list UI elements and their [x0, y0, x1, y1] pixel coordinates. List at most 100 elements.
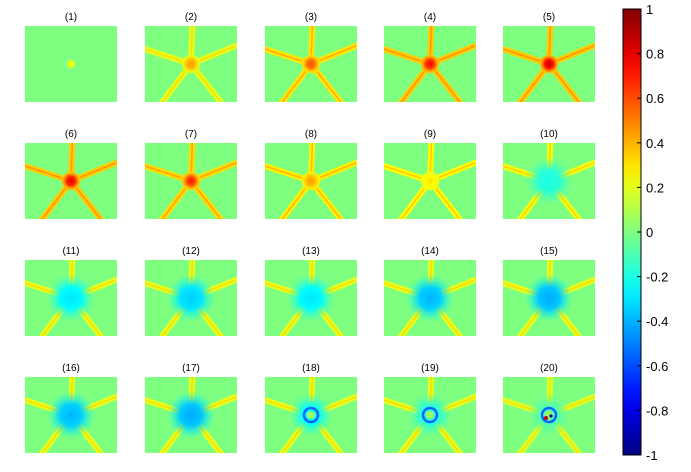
star-arm-edge: [145, 48, 183, 62]
star-arm-edge: [384, 165, 422, 179]
panel-11: (11): [25, 246, 117, 336]
star-arm-edge: [503, 48, 541, 62]
panel-title: (13): [302, 246, 320, 257]
star-arm-edge: [196, 71, 222, 102]
star-arm-edge: [554, 71, 580, 102]
colorbar-tick-label: -0.6: [646, 359, 668, 374]
center-blob: [287, 274, 335, 322]
star-arm-edge: [145, 165, 183, 179]
panel-title: (2): [185, 12, 197, 23]
colorbar-tick-label: -0.8: [646, 403, 668, 418]
star-arm-edge: [557, 45, 595, 62]
center-blob: [420, 171, 440, 191]
center-blob: [47, 391, 95, 439]
panel-3: (3): [265, 12, 357, 102]
star-arm-edge: [316, 188, 342, 219]
colorbar-tick-label: 0.6: [646, 91, 664, 106]
star-arm-edge: [319, 162, 357, 179]
core-spot-blue: [549, 414, 553, 418]
panel-6: (6): [25, 129, 117, 219]
star-arm-edge: [384, 48, 422, 62]
panel-18: (18): [265, 363, 357, 453]
star-arm-edge: [435, 71, 461, 102]
star-arm-edge: [190, 143, 194, 172]
star-arm-edge: [70, 143, 74, 172]
panel-8: (8): [265, 129, 357, 219]
star-arm-edge: [519, 71, 544, 102]
panel-title: (12): [182, 246, 200, 257]
panel-20: (20): [503, 363, 595, 453]
star-arm-edge: [438, 45, 476, 62]
panel-grid: (1) (2) (3) (4) (5) (6) (7) (8) (9) (10) (11) (12) (…: [25, 12, 595, 453]
panel-title: (19): [421, 363, 439, 374]
star-arm-edge: [199, 162, 237, 179]
star-arm-edge: [265, 48, 303, 62]
center-blob: [525, 157, 573, 205]
colorbar-tick-label: -0.2: [646, 270, 668, 285]
panel-title: (11): [62, 246, 79, 257]
center-blob: [61, 171, 81, 191]
colorbar-tick-label: 0: [646, 225, 653, 240]
panel-7: (7): [145, 129, 237, 219]
colorbar-tick-label: -1: [646, 448, 658, 463]
colorbar-tick-label: 0.4: [646, 136, 664, 151]
core-spot-red: [544, 416, 548, 420]
colorbar: 1 0.8 0.6 0.4 0.2 0 -0.2 -0.4 -0.6 -0.8 -1: [622, 2, 668, 463]
panel-5: (5): [503, 12, 595, 102]
star-arm-edge: [429, 143, 433, 172]
star-arm-edge: [161, 71, 186, 102]
star-arm-edge: [438, 162, 476, 179]
panel-title: (4): [424, 12, 436, 23]
star-arm-edge: [429, 26, 433, 55]
panel-4: (4): [384, 12, 476, 102]
panel-title: (15): [540, 246, 558, 257]
panel-title: (16): [62, 363, 80, 374]
panel-title: (3): [305, 12, 317, 23]
star-arm-edge: [319, 45, 357, 62]
star-arm-edge: [310, 26, 314, 55]
star-arm-edge: [190, 26, 194, 55]
panel-10: (10): [503, 129, 595, 219]
star-arm-edge: [310, 143, 314, 172]
center-blob: [301, 54, 321, 74]
center-blob: [66, 59, 76, 69]
panel-title: (8): [305, 129, 317, 140]
panel-15: (15): [503, 246, 595, 336]
star-arm-edge: [400, 71, 425, 102]
panel-title: (20): [540, 363, 558, 374]
panel-title: (10): [540, 129, 558, 140]
star-arm-edge: [196, 188, 222, 219]
star-arm-edge: [548, 26, 552, 55]
colorbar-tick-label: -0.4: [646, 314, 668, 329]
panel-17: (17): [145, 363, 237, 453]
center-blob: [420, 54, 440, 74]
ring-core: [307, 411, 315, 419]
colorbar-tick-label: 0.8: [646, 47, 664, 62]
star-arm-edge: [79, 162, 117, 179]
panel-1: (1): [25, 12, 117, 102]
panel-title: (17): [182, 363, 200, 374]
center-blob: [47, 274, 95, 322]
panel-14: (14): [384, 246, 476, 336]
star-arm-edge: [199, 45, 237, 62]
colorbar-tick-label: 0.2: [646, 180, 664, 195]
center-blob: [301, 171, 321, 191]
star-arm-edge: [400, 188, 425, 219]
star-arm-edge: [316, 71, 342, 102]
panel-title: (9): [424, 129, 436, 140]
panel-16: (16): [25, 363, 117, 453]
star-arm-edge: [25, 165, 63, 179]
panel-19: (19): [384, 363, 476, 453]
center-blob: [167, 391, 215, 439]
star-arm-edge: [265, 165, 303, 179]
center-ring: [540, 406, 558, 424]
center-blob: [525, 274, 573, 322]
panel-2: (2): [145, 12, 237, 102]
star-arm-edge: [281, 71, 306, 102]
star-arm-edge: [435, 188, 461, 219]
panel-title: (1): [65, 12, 77, 23]
panel-12: (12): [145, 246, 237, 336]
panel-title: (14): [421, 246, 439, 257]
star-arm-edge: [161, 188, 186, 219]
